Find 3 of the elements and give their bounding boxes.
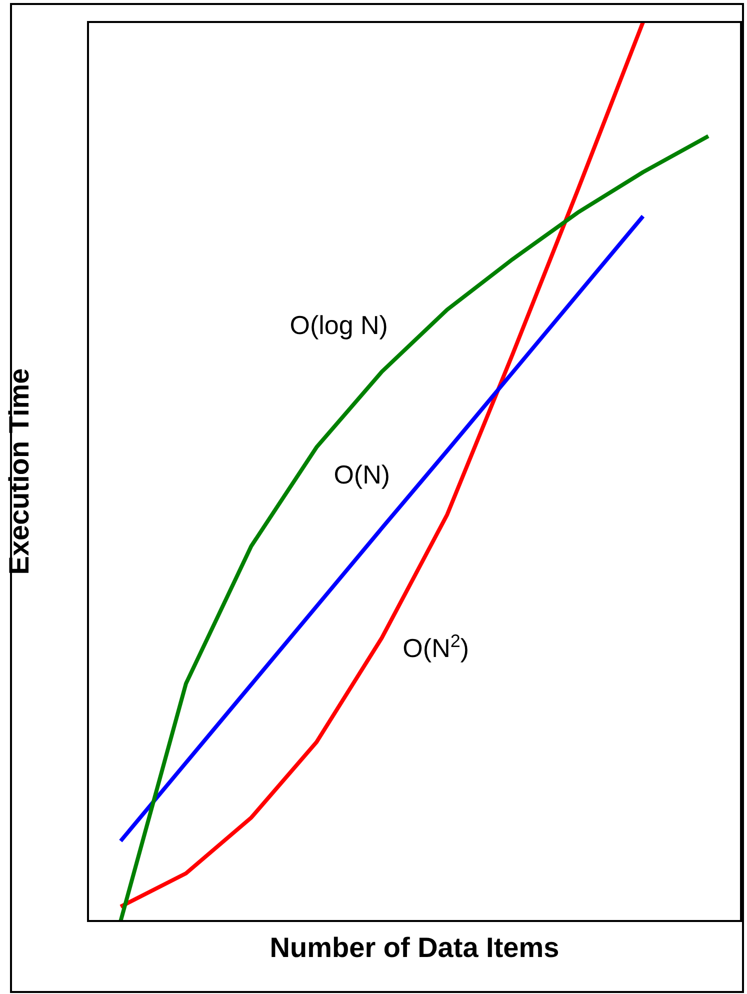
x-axis-title: Number of Data Items bbox=[270, 932, 560, 963]
series-label: O(N) bbox=[334, 459, 390, 490]
series-label: O(log N) bbox=[290, 310, 388, 340]
